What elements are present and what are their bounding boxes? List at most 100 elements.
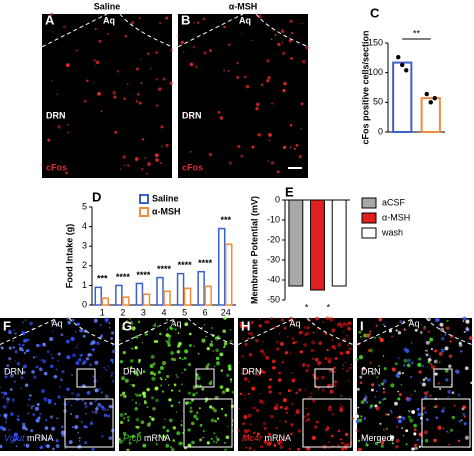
cell: [139, 431, 141, 434]
data-point: [404, 68, 409, 73]
cell: [291, 378, 296, 383]
cell: [81, 399, 85, 402]
cell: [308, 396, 310, 399]
cell: [305, 46, 309, 50]
cell: [191, 398, 194, 402]
cell: [273, 444, 277, 447]
cell: [439, 388, 442, 390]
cell: [427, 391, 430, 393]
cell: [46, 444, 50, 448]
cell: [167, 337, 171, 341]
cell: [425, 418, 429, 421]
cell: [288, 38, 293, 43]
y-tick-label: 4: [82, 221, 87, 231]
cell: [101, 435, 104, 438]
cell: [27, 404, 30, 407]
aq-outline: [41, 13, 173, 48]
cell: [405, 429, 409, 433]
cell: [119, 393, 123, 397]
cell: [136, 432, 141, 437]
aq-label: Aq: [239, 15, 251, 25]
cell: [111, 331, 115, 335]
cell: [339, 438, 342, 441]
cell: [155, 398, 159, 403]
cell: [123, 417, 126, 420]
cell: [2, 391, 6, 395]
cell: [413, 443, 418, 448]
cell: [2, 427, 7, 432]
cell: [280, 29, 285, 34]
cell: [383, 397, 387, 401]
cell: [172, 426, 177, 430]
cell: [305, 407, 307, 409]
cell: [237, 429, 240, 432]
data-point: [396, 55, 401, 60]
cell: [98, 39, 102, 43]
cell: [212, 350, 214, 352]
cell: [446, 319, 449, 323]
cell: [424, 376, 428, 380]
cell: [268, 444, 270, 446]
cell: [16, 418, 20, 421]
cell: [413, 428, 417, 432]
stain-label: cFos: [182, 162, 203, 172]
cell: [262, 421, 267, 426]
cell: [18, 347, 23, 351]
cell: [442, 427, 445, 430]
cell: [281, 361, 285, 364]
cell: [132, 383, 136, 388]
cell: [229, 378, 233, 381]
cell: [419, 382, 422, 384]
cell: [274, 33, 277, 37]
cell: [328, 441, 330, 444]
cell: [334, 357, 338, 360]
cell: [70, 413, 73, 415]
cell: [310, 348, 314, 353]
cell: [462, 405, 467, 410]
cell: [342, 322, 345, 326]
cell: [183, 356, 187, 360]
cell: [124, 34, 128, 38]
x-tick-label: 24: [221, 307, 231, 317]
cell: [122, 350, 126, 355]
aq-label: Aq: [52, 318, 63, 328]
cell: [289, 123, 293, 127]
cell: [187, 443, 192, 448]
cell: [447, 390, 451, 394]
cell: [437, 382, 441, 385]
cell: [94, 28, 97, 30]
cell: [135, 160, 137, 163]
cell: [71, 392, 74, 395]
cell: [315, 376, 319, 380]
cell: [418, 357, 422, 361]
cell: [135, 393, 139, 398]
bar: [204, 285, 212, 306]
cell: [205, 365, 209, 369]
cell: [170, 389, 174, 392]
cell: [66, 387, 70, 391]
cell: [370, 388, 374, 392]
cell: [40, 163, 44, 167]
cell: [310, 395, 313, 398]
cell: [365, 440, 368, 444]
cell: [269, 438, 272, 442]
cell: [208, 152, 213, 157]
sig-label: ****: [198, 258, 213, 268]
cell: [248, 352, 253, 357]
cell: [130, 347, 134, 350]
cell: [312, 399, 316, 403]
roi: [76, 368, 96, 388]
cell: [164, 418, 166, 420]
cell: [216, 417, 220, 420]
cell: [151, 417, 155, 421]
cell: [410, 361, 414, 365]
cell: [313, 436, 316, 439]
cell: [95, 64, 97, 67]
cell: [330, 434, 334, 438]
cell: [382, 323, 385, 326]
cell: [51, 356, 55, 360]
cell: [140, 420, 145, 425]
cell: [124, 164, 126, 166]
cell: [93, 59, 96, 62]
cell: [71, 318, 75, 322]
